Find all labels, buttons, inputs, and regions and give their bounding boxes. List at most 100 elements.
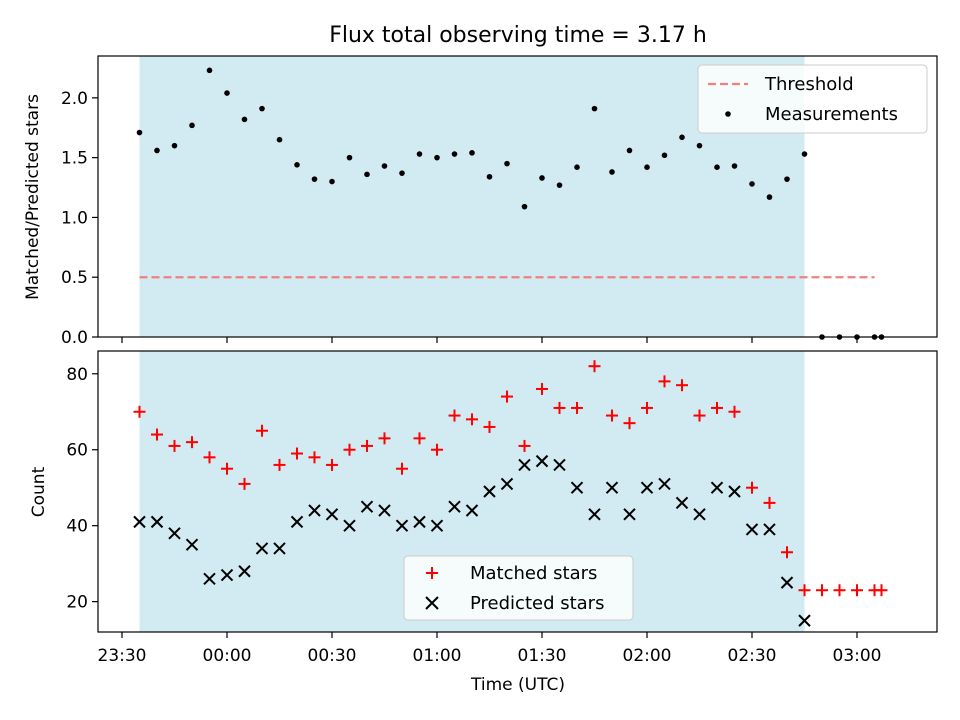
measurement-point bbox=[346, 154, 353, 161]
y-tick-label: 2.0 bbox=[61, 89, 88, 109]
matched-star-point bbox=[483, 420, 496, 433]
measurement-point bbox=[416, 151, 423, 157]
measurement-point bbox=[714, 164, 720, 171]
predicted-star-point bbox=[220, 568, 234, 582]
measurement-point bbox=[189, 122, 195, 129]
y-tick-label: 80 bbox=[66, 365, 88, 385]
legend-predicted-label: Predicted stars bbox=[470, 593, 604, 614]
measurement-point bbox=[539, 175, 545, 181]
predicted-star-point bbox=[693, 508, 706, 521]
predicted-star-point bbox=[290, 515, 304, 529]
predicted-star-point bbox=[185, 538, 199, 551]
matched-star-point bbox=[641, 401, 653, 414]
matched-star-point bbox=[431, 443, 443, 456]
legend-matched-label: Matched stars bbox=[470, 563, 597, 584]
matched-star-point bbox=[553, 401, 566, 414]
measurement-point bbox=[294, 162, 300, 168]
measurement-point bbox=[644, 164, 650, 171]
y-tick-label: 1.5 bbox=[61, 149, 88, 169]
measurements-series bbox=[136, 67, 885, 340]
shaded-span bbox=[139, 56, 805, 337]
matched-star-point bbox=[763, 496, 776, 509]
matched-star-point bbox=[728, 405, 741, 418]
matched-star-point bbox=[448, 409, 461, 422]
matched-star-point bbox=[518, 439, 531, 452]
bottom-y-ticks: 20 40 60 80 bbox=[66, 365, 98, 613]
top-legend: Threshold Measurements bbox=[697, 64, 928, 134]
top-y-axis-label: Matched/Predicted stars bbox=[23, 94, 43, 300]
measurement-point bbox=[574, 164, 580, 171]
measurement-point bbox=[504, 160, 510, 167]
predicted-star-point bbox=[255, 542, 269, 555]
predicted-star-point bbox=[378, 504, 391, 517]
measurement-point bbox=[784, 176, 790, 182]
matched-star-point bbox=[746, 481, 758, 494]
matched-star-point bbox=[413, 432, 426, 445]
measurement-point bbox=[626, 147, 633, 154]
measurement-point bbox=[364, 171, 370, 178]
predicted-star-point bbox=[518, 458, 531, 472]
measurement-point bbox=[801, 151, 808, 157]
matched-stars-series bbox=[133, 360, 888, 597]
x-tick-label: 01:00 bbox=[413, 646, 462, 666]
predicted-star-point bbox=[465, 504, 479, 517]
matched-star-point bbox=[291, 447, 303, 460]
matched-star-point bbox=[798, 584, 811, 597]
matched-star-point bbox=[273, 458, 286, 471]
matched-star-point bbox=[361, 439, 373, 452]
y-tick-label: 60 bbox=[66, 441, 88, 461]
x-tick-label: 00:30 bbox=[308, 646, 357, 666]
predicted-star-point bbox=[535, 454, 549, 468]
measurement-point bbox=[276, 136, 283, 143]
predicted-star-point bbox=[238, 565, 251, 578]
predicted-star-point bbox=[203, 572, 216, 586]
matched-star-point bbox=[168, 439, 181, 452]
measurement-point bbox=[486, 173, 493, 180]
chart-title: Flux total observing time = 3.17 h bbox=[329, 23, 707, 48]
matched-star-point bbox=[781, 546, 793, 559]
measurement-point bbox=[136, 129, 143, 136]
predicted-star-point bbox=[413, 515, 426, 529]
measurement-point bbox=[399, 170, 405, 176]
predicted-star-point bbox=[360, 500, 374, 513]
matched-star-point bbox=[203, 451, 216, 464]
bottom-panel: 20 40 60 80 23:30 00:00 00:30 01:00 01:30 02:00 0… bbox=[29, 350, 938, 695]
predicted-star-point bbox=[273, 542, 286, 555]
y-tick-label: 1.0 bbox=[61, 208, 88, 228]
predicted-star-point bbox=[710, 481, 724, 494]
top-legend-box bbox=[697, 64, 928, 134]
predicted-star-point bbox=[448, 500, 461, 513]
measurement-point bbox=[451, 151, 458, 157]
measurement-point bbox=[521, 203, 528, 210]
measurement-point bbox=[749, 181, 755, 187]
top-axes-frame bbox=[97, 55, 938, 338]
legend-measurements-label: Measurements bbox=[765, 104, 898, 125]
matched-star-point bbox=[851, 584, 863, 597]
matched-star-point bbox=[833, 584, 846, 597]
matched-star-point bbox=[711, 401, 723, 414]
matched-star-point bbox=[501, 390, 513, 403]
bottom-legend: Matched stars Predicted stars bbox=[403, 555, 634, 621]
predicted-star-point bbox=[168, 527, 181, 540]
predicted-star-point bbox=[325, 508, 339, 521]
y-tick-label: 0.0 bbox=[61, 328, 88, 348]
predicted-star-point bbox=[588, 508, 601, 521]
predicted-stars-series bbox=[133, 454, 811, 627]
matched-star-point bbox=[466, 413, 478, 426]
bottom-legend-box bbox=[403, 555, 634, 621]
x-tick-label: 01:30 bbox=[518, 646, 567, 666]
predicted-star-point bbox=[343, 519, 356, 532]
top-x-ticks bbox=[121, 337, 858, 343]
measurement-point bbox=[469, 150, 475, 156]
measurement-point bbox=[381, 163, 388, 169]
matched-star-point bbox=[606, 409, 618, 422]
matched-star-point bbox=[658, 375, 671, 388]
x-tick-label: 03:00 bbox=[833, 646, 882, 666]
matched-star-point bbox=[133, 405, 146, 418]
matched-star-point bbox=[588, 360, 601, 373]
matched-star-point bbox=[186, 436, 198, 449]
x-tick-label: 23:30 bbox=[98, 646, 147, 666]
predicted-star-point bbox=[133, 515, 146, 529]
legend-measurements-swatch bbox=[725, 111, 731, 117]
matched-star-point bbox=[816, 584, 828, 597]
